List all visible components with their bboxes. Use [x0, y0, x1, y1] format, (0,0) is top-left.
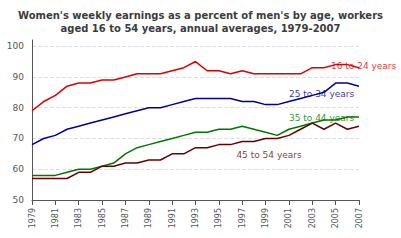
svg-text:80: 80 [13, 103, 25, 113]
svg-text:1983: 1983 [74, 208, 83, 228]
svg-text:60: 60 [13, 164, 25, 174]
svg-text:aged 16 to 54 years, annual av: aged 16 to 54 years, annual averages, 19… [61, 23, 341, 34]
svg-text:1985: 1985 [98, 208, 107, 228]
svg-text:2005: 2005 [331, 208, 340, 228]
svg-text:Women's weekly earnings as a p: Women's weekly earnings as a percent of … [18, 10, 383, 21]
svg-text:100: 100 [7, 41, 24, 51]
svg-text:50: 50 [13, 195, 25, 205]
svg-text:16 to 24 years: 16 to 24 years [331, 61, 397, 71]
svg-text:1981: 1981 [51, 208, 60, 228]
svg-text:1993: 1993 [191, 208, 200, 228]
svg-text:1997: 1997 [238, 208, 247, 228]
svg-text:1979: 1979 [28, 208, 37, 228]
svg-text:45 to 54 years: 45 to 54 years [236, 150, 302, 160]
svg-text:25 to 34 years: 25 to 34 years [289, 89, 355, 99]
svg-text:90: 90 [13, 72, 25, 82]
svg-text:70: 70 [13, 133, 25, 143]
svg-text:2007: 2007 [355, 208, 364, 228]
svg-text:1991: 1991 [168, 208, 177, 228]
svg-text:2003: 2003 [308, 208, 317, 228]
svg-text:1987: 1987 [121, 208, 130, 228]
svg-text:2001: 2001 [284, 208, 293, 228]
svg-text:1995: 1995 [214, 208, 223, 228]
svg-text:1989: 1989 [144, 208, 153, 228]
svg-text:1999: 1999 [261, 208, 270, 228]
svg-text:35 to 44 years: 35 to 44 years [289, 113, 355, 123]
